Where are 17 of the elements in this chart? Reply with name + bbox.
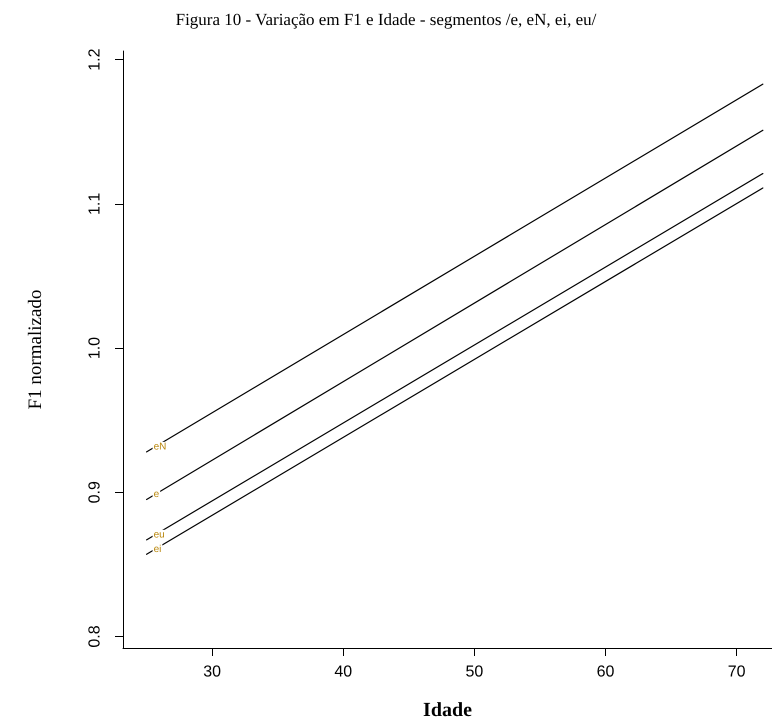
x-tick-label: 40 bbox=[334, 664, 352, 680]
y-tick-label: 0.9 bbox=[86, 481, 104, 504]
chart-title: Figura 10 - Variação em F1 e Idade - segmentos /e, eN, ei, eu/ bbox=[176, 10, 597, 29]
x-axis-title: Idade bbox=[423, 699, 472, 721]
series-label: eN bbox=[154, 441, 166, 452]
series-label: e bbox=[154, 488, 160, 500]
x-tick-label: 50 bbox=[465, 664, 484, 680]
y-tick-label: 1.0 bbox=[86, 336, 104, 360]
x-tick-label: 70 bbox=[728, 664, 746, 680]
x-tick-label: 60 bbox=[596, 664, 614, 680]
y-tick-label: 0.8 bbox=[86, 625, 104, 648]
y-tick-label: 1.1 bbox=[86, 192, 104, 215]
series-label: eu bbox=[154, 529, 165, 540]
y-tick-label: 1.2 bbox=[86, 48, 104, 71]
series-label: ei bbox=[154, 544, 162, 555]
x-tick-label: 30 bbox=[203, 664, 222, 680]
y-axis-title: F1 normalizado bbox=[25, 290, 46, 410]
